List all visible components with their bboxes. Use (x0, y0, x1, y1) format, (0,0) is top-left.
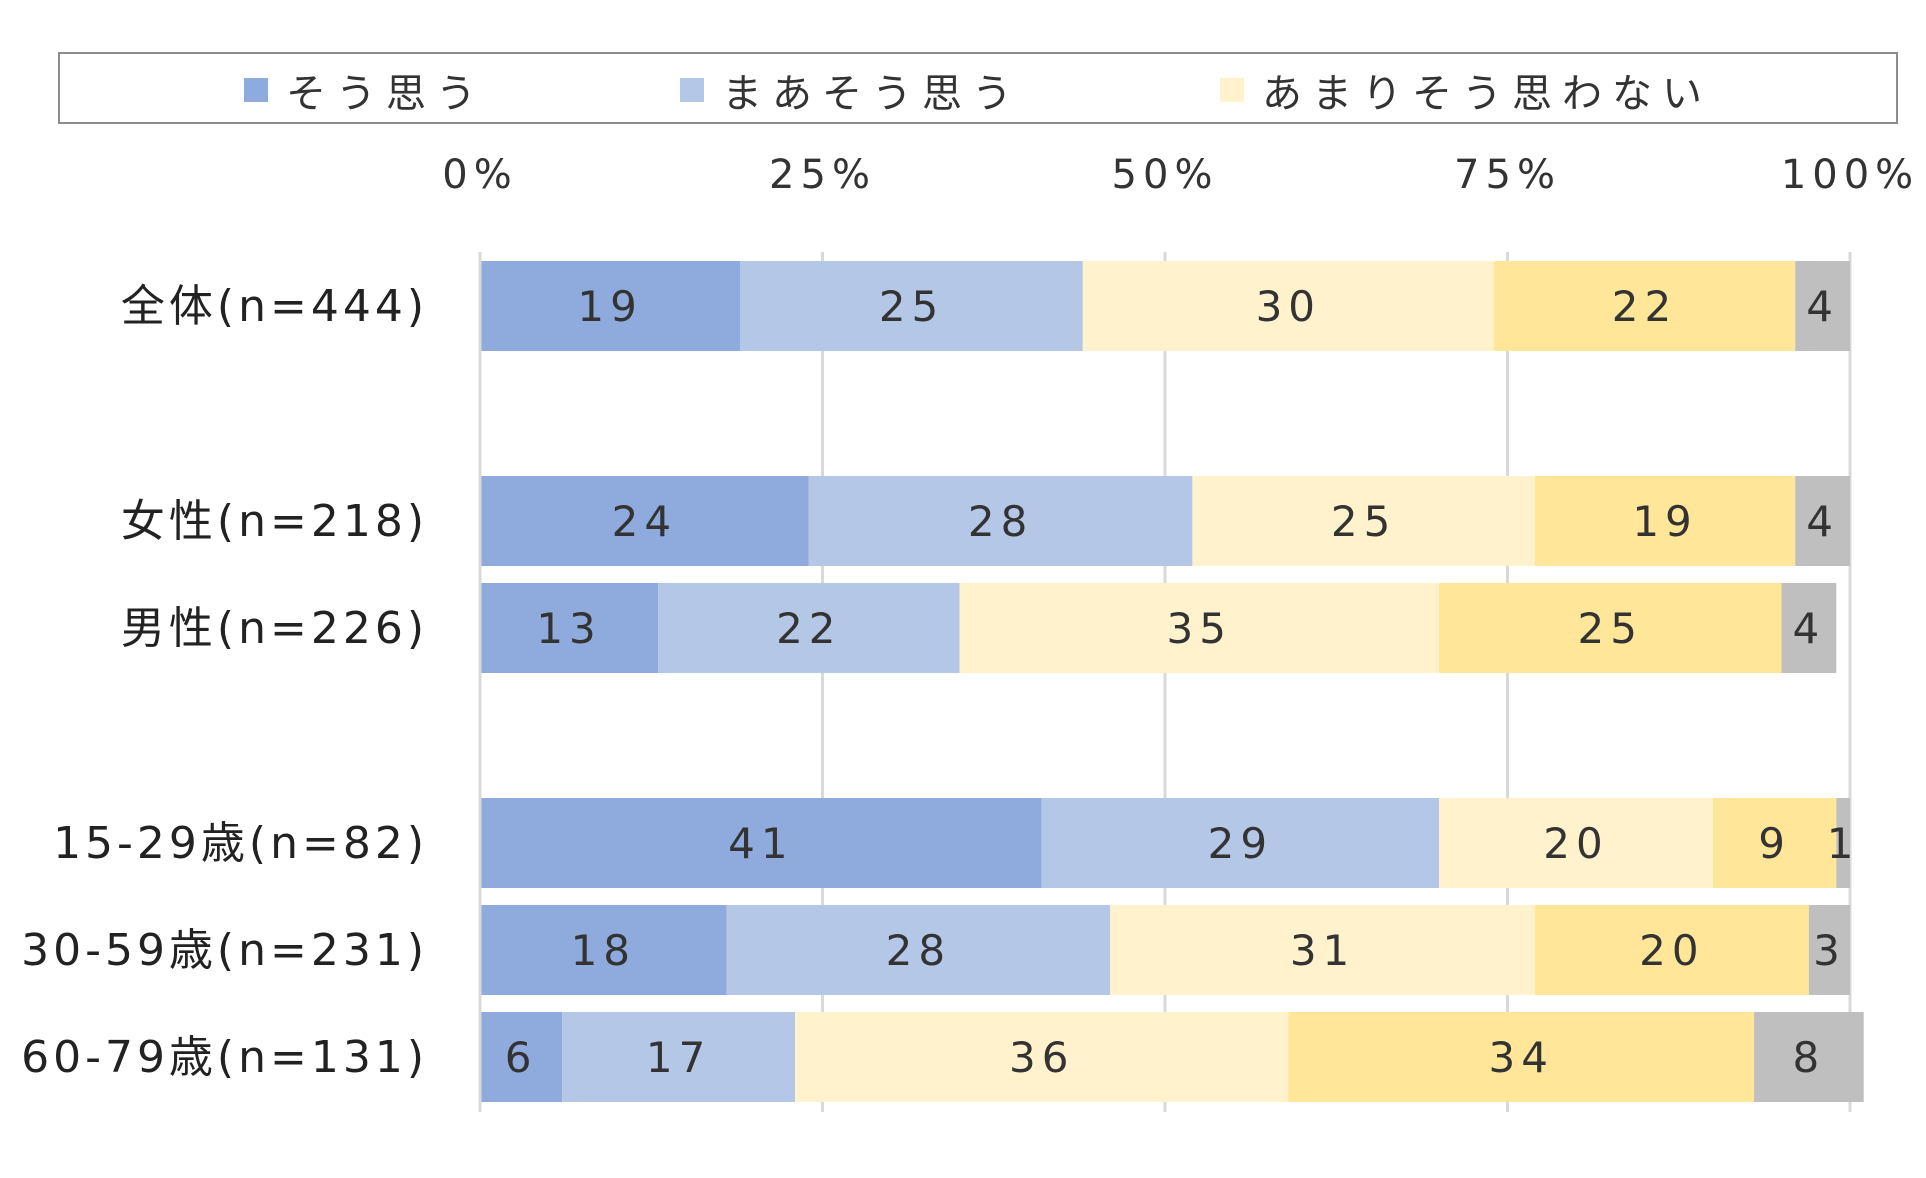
data-label: 6 (505, 1033, 538, 1082)
bar-segment (1110, 905, 1535, 995)
bar-segment (1808, 905, 1850, 995)
bar-segment (1041, 798, 1439, 888)
legend-swatch-maa-sou-omou (680, 78, 704, 102)
legend-label-amari-sou-omowanai: あまりそう思わない (1262, 71, 1712, 117)
category-label: 15-29歳(n=82) (53, 818, 428, 869)
bar-segment (1836, 798, 1850, 888)
data-label: 29 (1208, 819, 1273, 868)
bar-segment (1713, 798, 1837, 888)
data-label: 17 (646, 1033, 711, 1082)
legend-item-maa-sou-omou: まあそう思う (680, 54, 1022, 126)
category-label: 全体(n=444) (121, 281, 428, 332)
data-label: 41 (728, 819, 793, 868)
bar-segment (1534, 905, 1809, 995)
data-label: 20 (1543, 819, 1608, 868)
bar-segment (726, 905, 1111, 995)
bar-segment (1288, 1012, 1755, 1102)
legend-label-sou-omou: そう思う (286, 71, 486, 117)
bar-segment (1534, 476, 1796, 566)
bar-segment (1754, 1012, 1864, 1102)
legend-item-amari-sou-omowanai: あまりそう思わない (1220, 54, 1712, 126)
bar-segment (1493, 261, 1796, 351)
data-label: 19 (1632, 497, 1697, 546)
bar-segment (1795, 261, 1850, 351)
data-label: 9 (1758, 819, 1791, 868)
data-label: 30 (1256, 282, 1321, 331)
bar-segment (1439, 583, 1782, 673)
category-label: 60-79歳(n=131) (21, 1032, 428, 1083)
data-label: 4 (1806, 497, 1839, 546)
data-label: 8 (1793, 1033, 1826, 1082)
x-tick-label: 0% (442, 152, 517, 198)
bar-segment (808, 476, 1193, 566)
data-label: 25 (1578, 604, 1643, 653)
bar-segment (795, 1012, 1289, 1102)
legend-label-maa-sou-omou: まあそう思う (722, 71, 1022, 117)
x-tick-label: 50% (1112, 152, 1219, 198)
category-label: 女性(n=218) (121, 496, 428, 547)
data-label: 34 (1488, 1033, 1553, 1082)
data-label: 18 (571, 926, 636, 975)
x-tick-label: 25% (769, 152, 876, 198)
bar-segment (959, 583, 1439, 673)
data-label: 35 (1167, 604, 1232, 653)
x-tick-label: 75% (1454, 152, 1561, 198)
data-label: 25 (879, 282, 944, 331)
legend-swatch-sou-omou (244, 78, 268, 102)
bar-segment (480, 476, 809, 566)
bar-segment (1795, 476, 1850, 566)
data-label: 13 (536, 604, 601, 653)
legend-swatch-amari-sou-omowanai (1220, 78, 1244, 102)
bar-segment (480, 261, 741, 351)
bar-segment (1439, 798, 1713, 888)
category-label: 男性(n=226) (121, 603, 428, 654)
data-label: 24 (612, 497, 677, 546)
category-label: 30-59歳(n=231) (21, 925, 428, 976)
data-label: 25 (1331, 497, 1396, 546)
bar-segment (1082, 261, 1494, 351)
data-label: 20 (1639, 926, 1704, 975)
bar-segment (658, 583, 960, 673)
bar-segment (480, 905, 727, 995)
data-label: 4 (1793, 604, 1826, 653)
bar-segment (480, 798, 1042, 888)
bar-segment (1781, 583, 1837, 673)
data-label: 19 (577, 282, 642, 331)
data-label: 31 (1290, 926, 1355, 975)
bar-segment (480, 1012, 563, 1102)
legend: そう思う まあそう思う あまりそう思わない (58, 52, 1898, 124)
data-label: 28 (968, 497, 1033, 546)
data-label: 36 (1009, 1033, 1074, 1082)
data-label: 3 (1813, 926, 1846, 975)
legend-item-sou-omou: そう思う (244, 54, 486, 126)
data-label: 22 (776, 604, 841, 653)
bar-segment (480, 583, 659, 673)
data-label: 1 (1827, 819, 1860, 868)
data-label: 4 (1806, 282, 1839, 331)
bar-segment (562, 1012, 796, 1102)
data-label: 22 (1612, 282, 1677, 331)
bar-segment (740, 261, 1083, 351)
data-label: 28 (886, 926, 951, 975)
bar-segment (1192, 476, 1535, 566)
x-tick-label: 100% (1781, 152, 1919, 198)
